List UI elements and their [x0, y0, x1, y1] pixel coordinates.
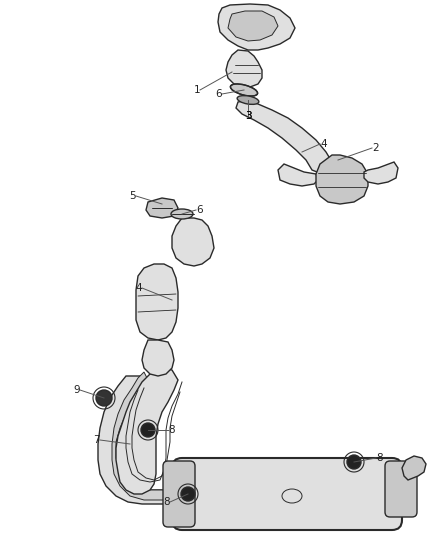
- Text: 7: 7: [93, 435, 100, 445]
- Ellipse shape: [230, 84, 258, 96]
- Polygon shape: [218, 4, 295, 50]
- Polygon shape: [116, 368, 178, 494]
- Text: 1: 1: [193, 85, 200, 95]
- Text: 9: 9: [74, 385, 80, 395]
- Text: 8: 8: [168, 425, 175, 435]
- Text: 3: 3: [245, 111, 251, 121]
- Ellipse shape: [171, 209, 193, 219]
- Text: 8: 8: [163, 497, 170, 507]
- FancyBboxPatch shape: [163, 461, 195, 527]
- Ellipse shape: [96, 390, 112, 406]
- Text: 2: 2: [372, 143, 378, 153]
- Ellipse shape: [181, 487, 195, 501]
- Polygon shape: [172, 218, 214, 266]
- Polygon shape: [228, 11, 278, 41]
- Text: 8: 8: [376, 453, 383, 463]
- FancyBboxPatch shape: [172, 458, 402, 530]
- Polygon shape: [278, 164, 318, 186]
- Polygon shape: [136, 264, 178, 340]
- Ellipse shape: [237, 95, 259, 104]
- Ellipse shape: [141, 423, 155, 437]
- Text: 4: 4: [135, 283, 142, 293]
- Polygon shape: [98, 376, 360, 504]
- Text: 6: 6: [215, 89, 222, 99]
- Text: 6: 6: [196, 205, 203, 215]
- Polygon shape: [146, 198, 178, 218]
- Polygon shape: [316, 155, 368, 204]
- Polygon shape: [226, 50, 262, 87]
- Polygon shape: [402, 456, 426, 480]
- Ellipse shape: [347, 455, 361, 469]
- FancyBboxPatch shape: [385, 461, 417, 517]
- Text: 4: 4: [320, 139, 327, 149]
- Polygon shape: [364, 162, 398, 184]
- Polygon shape: [112, 372, 356, 500]
- Polygon shape: [236, 100, 332, 174]
- Text: 5: 5: [129, 191, 136, 201]
- Text: 3: 3: [245, 111, 251, 121]
- Polygon shape: [142, 340, 174, 376]
